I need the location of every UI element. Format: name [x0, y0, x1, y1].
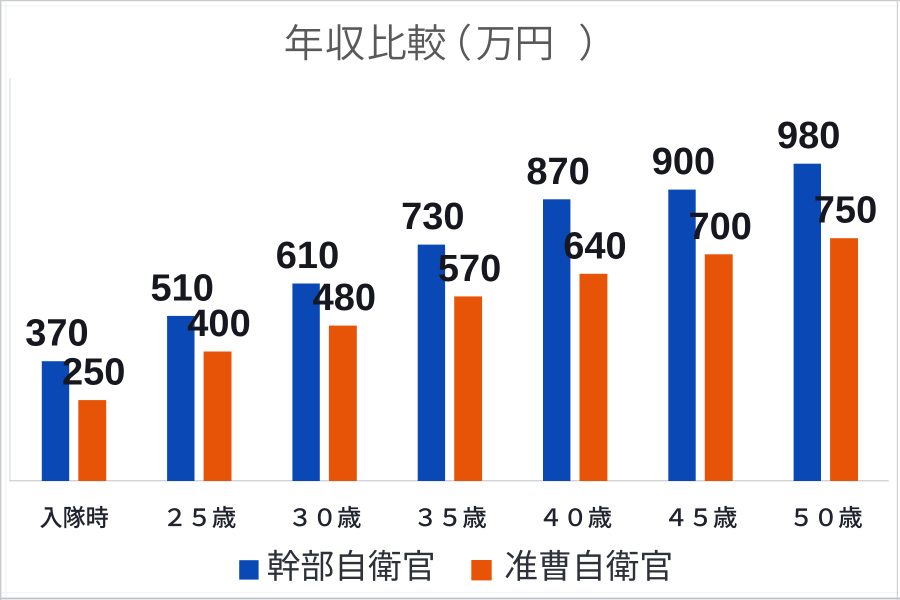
svg-text:570: 570 — [438, 248, 501, 290]
svg-text:640: 640 — [563, 225, 626, 267]
svg-text:870: 870 — [526, 151, 589, 193]
svg-text:510: 510 — [150, 267, 213, 309]
svg-text:700: 700 — [688, 206, 751, 248]
svg-text:250: 250 — [62, 352, 125, 394]
svg-text:370: 370 — [25, 313, 88, 355]
svg-text:480: 480 — [313, 277, 376, 319]
svg-text:730: 730 — [401, 196, 464, 238]
svg-text:610: 610 — [276, 235, 339, 277]
svg-text:400: 400 — [187, 303, 250, 345]
svg-text:900: 900 — [652, 141, 715, 183]
svg-text:750: 750 — [814, 190, 877, 232]
svg-text:980: 980 — [777, 115, 840, 157]
